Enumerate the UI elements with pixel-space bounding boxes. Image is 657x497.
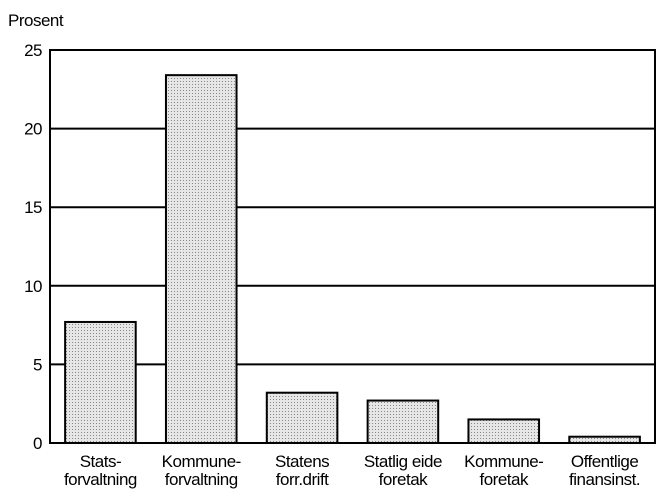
x-tick-label: Kommune-forvaltning	[162, 452, 241, 489]
x-tick-label-line: foretak	[379, 470, 428, 489]
x-tick-label-line: Kommune-	[162, 452, 241, 471]
y-axis-label: Prosent	[8, 11, 64, 30]
x-tick-label-line: Statlig eide	[364, 452, 442, 471]
y-tick-label: 15	[24, 198, 42, 217]
bar	[164, 74, 238, 444]
x-tick-label-line: Kommune-	[464, 452, 543, 471]
x-tick-label-line: forr.drift	[276, 470, 329, 489]
x-tick-label: Kommune-foretak	[464, 452, 543, 489]
bar	[467, 418, 541, 445]
y-tick-label: 5	[33, 355, 42, 374]
x-tick-label-line: Statens	[275, 452, 329, 471]
x-tick-label: Stats-forvaltning	[64, 452, 137, 489]
x-tick-label-line: foretak	[480, 470, 529, 489]
y-tick-label: 10	[24, 277, 42, 296]
y-tick-label: 20	[24, 120, 42, 139]
x-tick-label-line: finansinst.	[569, 470, 640, 489]
x-tick-label: Offentlige finansinst.	[569, 452, 640, 489]
y-tick-label: 0	[33, 434, 42, 453]
x-tick-label-line: forvaltning	[64, 470, 137, 489]
bar	[265, 391, 339, 445]
bar	[64, 320, 137, 444]
y-tick-label: 25	[24, 41, 42, 60]
x-tick-label: Statens forr.drift	[275, 452, 329, 489]
x-tick-label: Statlig eide foretak	[364, 452, 442, 489]
x-tick-label-line: forvaltning	[165, 470, 238, 489]
plot-frame	[49, 49, 656, 444]
x-tick-label-line: Offentlige	[571, 452, 639, 471]
bar	[568, 435, 641, 445]
x-tick-label-line: Stats-	[80, 452, 121, 471]
bar	[366, 399, 440, 444]
